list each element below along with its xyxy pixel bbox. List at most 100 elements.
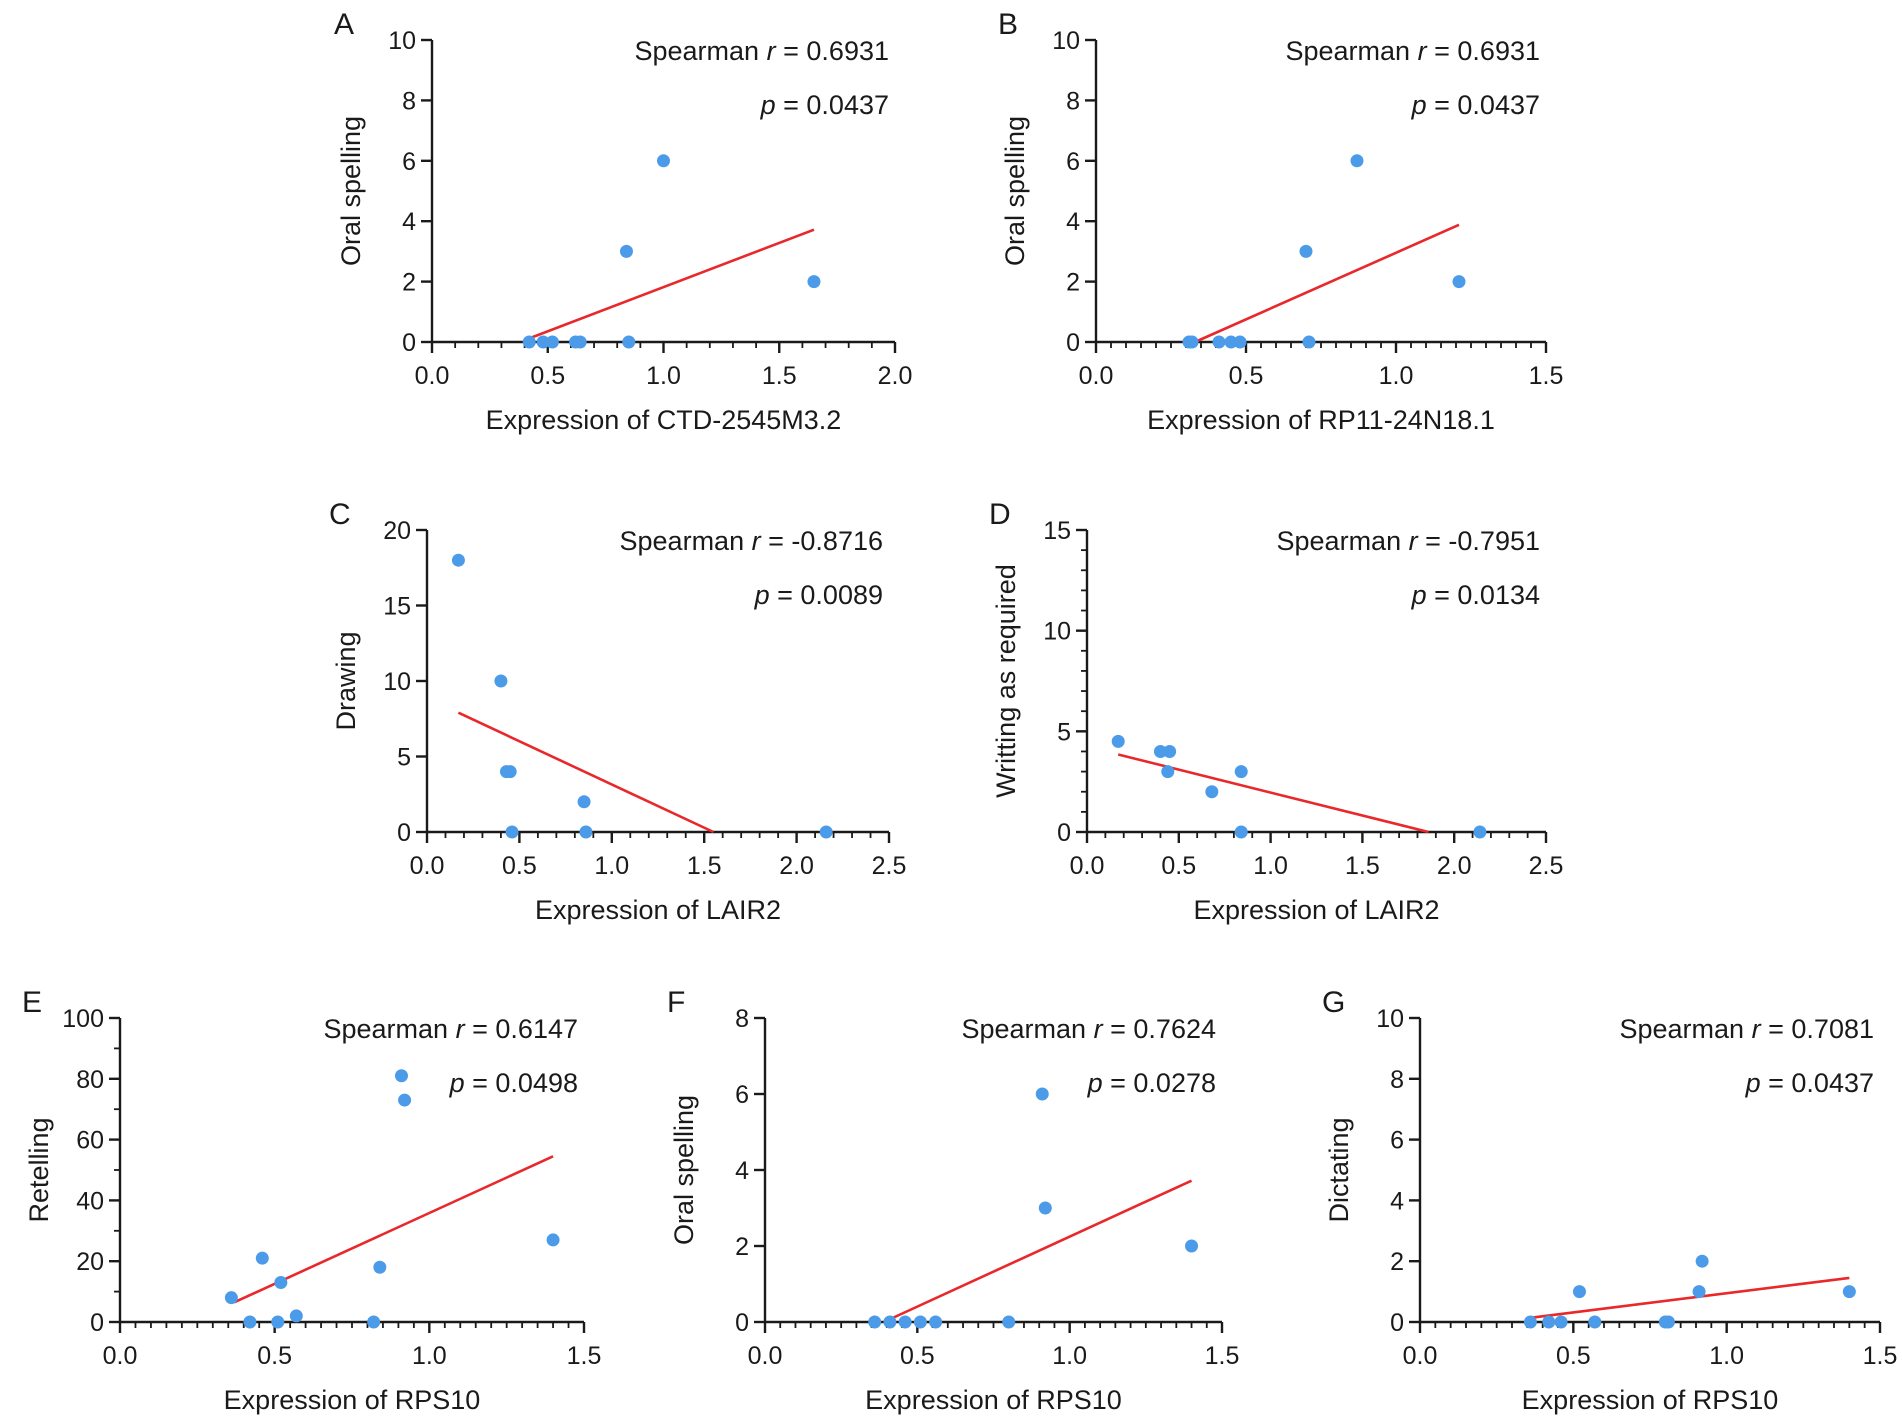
data-point [1163, 744, 1177, 758]
y-tick-label: 8 [402, 87, 416, 115]
r-symbol: r [456, 1014, 466, 1044]
regression-line [457, 711, 714, 834]
x-tick-label: 2.0 [779, 852, 814, 880]
data-point [819, 825, 833, 839]
y-axis-label: Writting as required [991, 564, 1021, 798]
p-value-annotation: p = 0.0498 [449, 1068, 578, 1098]
spearman-r-annotation: Spearman r = 0.6147 [324, 1014, 579, 1044]
p-symbol: p [1411, 90, 1427, 120]
p-value: 0.0437 [1791, 1068, 1874, 1098]
y-tick-label: 0 [90, 1309, 104, 1337]
data-point [505, 825, 519, 839]
p-symbol: p [1745, 1068, 1761, 1098]
x-tick-label: 1.5 [1205, 1342, 1240, 1370]
y-tick-label: 4 [1390, 1187, 1404, 1215]
y-tick-label: 10 [388, 27, 416, 55]
r-value: 0.6931 [806, 36, 889, 66]
data-point [271, 1315, 285, 1329]
data-point [577, 795, 591, 809]
x-axis-label: Expression of RPS10 [224, 1385, 481, 1415]
spearman-r-annotation: Spearman r = 0.7081 [1620, 1014, 1875, 1044]
panel-letter: C [329, 498, 351, 531]
p-value: 0.0437 [1457, 90, 1540, 120]
x-tick-label: 0.0 [410, 852, 445, 880]
x-tick-label: 0.5 [1556, 1342, 1591, 1370]
data-point [522, 335, 536, 349]
y-tick-label: 8 [1390, 1066, 1404, 1094]
r-equals: = [1768, 1014, 1784, 1044]
data-point [1299, 244, 1313, 258]
x-tick-label: 2.0 [878, 362, 913, 390]
data-point [255, 1251, 269, 1265]
x-axis-label: Expression of LAIR2 [535, 895, 781, 925]
p-value-annotation: p = 0.0437 [760, 90, 889, 120]
panel-a: 0.0 0.5 1.0 1.5 2.0 0 2 4 6 8 10 Expression of CTD-… [334, 8, 912, 435]
p-value-annotation: p = 0.0278 [1087, 1068, 1216, 1098]
p-value-annotation: p = 0.0089 [754, 580, 883, 610]
r-equals: = [1425, 526, 1441, 556]
spearman-r-annotation: Spearman r = 0.6931 [635, 36, 890, 66]
y-tick-label: 6 [402, 148, 416, 176]
data-point [1523, 1315, 1537, 1329]
data-point [929, 1315, 943, 1329]
data-point [1234, 825, 1248, 839]
x-axis-label: Expression of RP11-24N18.1 [1147, 405, 1495, 435]
x-tick-label: 1.0 [594, 852, 629, 880]
panel-e: 0.0 0.5 1.0 1.5 0 20 40 60 80 100 Expression of RP… [22, 986, 601, 1415]
x-tick-label: 2.5 [1529, 852, 1564, 880]
regression-line [1533, 1276, 1850, 1319]
data-point [883, 1315, 897, 1329]
r-symbol: r [1418, 36, 1428, 66]
y-tick-label: 15 [1043, 517, 1071, 545]
x-tick-label: 0.0 [1079, 362, 1114, 390]
x-tick-label: 0.5 [1161, 852, 1196, 880]
y-tick-label: 4 [1066, 208, 1080, 236]
data-point [394, 1069, 408, 1083]
data-point [1234, 765, 1248, 779]
data-point [1224, 335, 1238, 349]
spearman-label: Spearman [962, 1014, 1087, 1044]
regression-line [233, 1155, 554, 1304]
panel-letter: A [334, 8, 354, 41]
regression-line [528, 228, 815, 340]
p-value: 0.0278 [1133, 1068, 1216, 1098]
panel-d: 0.0 0.5 1.0 1.5 2.0 2.5 0 5 10 15 Expression of LA… [989, 498, 1563, 925]
p-value-annotation: p = 0.0437 [1411, 90, 1540, 120]
y-axis-label: Oral spelling [1000, 116, 1030, 266]
data-point [536, 335, 550, 349]
data-point [289, 1309, 303, 1323]
p-symbol: p [1411, 580, 1427, 610]
data-point [1002, 1315, 1016, 1329]
y-tick-label: 5 [397, 744, 411, 772]
x-tick-label: 1.5 [567, 1342, 602, 1370]
r-value: 0.6931 [1457, 36, 1540, 66]
panel-letter: E [22, 986, 42, 1019]
data-point [274, 1275, 288, 1289]
data-point [868, 1315, 882, 1329]
data-point [573, 335, 587, 349]
data-point [1185, 335, 1199, 349]
panel-b: 0.0 0.5 1.0 1.5 0 2 4 6 8 10 Expression of RP11-24… [998, 8, 1563, 435]
r-equals: = [768, 526, 784, 556]
y-tick-label: 2 [735, 1233, 749, 1261]
spearman-label: Spearman [1620, 1014, 1745, 1044]
y-tick-label: 2 [402, 269, 416, 297]
spearman-label: Spearman [1277, 526, 1402, 556]
spearman-r-annotation: Spearman r = -0.7951 [1277, 526, 1540, 556]
panel-f: 0.0 0.5 1.0 1.5 0 2 4 6 8 Expression of RPS10 Oral… [667, 986, 1239, 1415]
y-tick-label: 4 [735, 1157, 749, 1185]
data-point [657, 154, 670, 168]
y-axis-label: Dictating [1324, 1117, 1354, 1222]
data-point [494, 674, 508, 688]
x-tick-label: 1.5 [1863, 1342, 1898, 1370]
y-tick-label: 40 [76, 1187, 104, 1215]
data-point [1692, 1285, 1706, 1299]
data-point [913, 1315, 927, 1329]
y-tick-label: 0 [1066, 329, 1080, 357]
x-tick-label: 0.5 [900, 1342, 935, 1370]
p-equals: = [1110, 1068, 1126, 1098]
r-equals: = [1110, 1014, 1126, 1044]
y-tick-label: 10 [383, 668, 411, 696]
y-tick-label: 6 [735, 1081, 749, 1109]
y-tick-label: 10 [1052, 27, 1080, 55]
